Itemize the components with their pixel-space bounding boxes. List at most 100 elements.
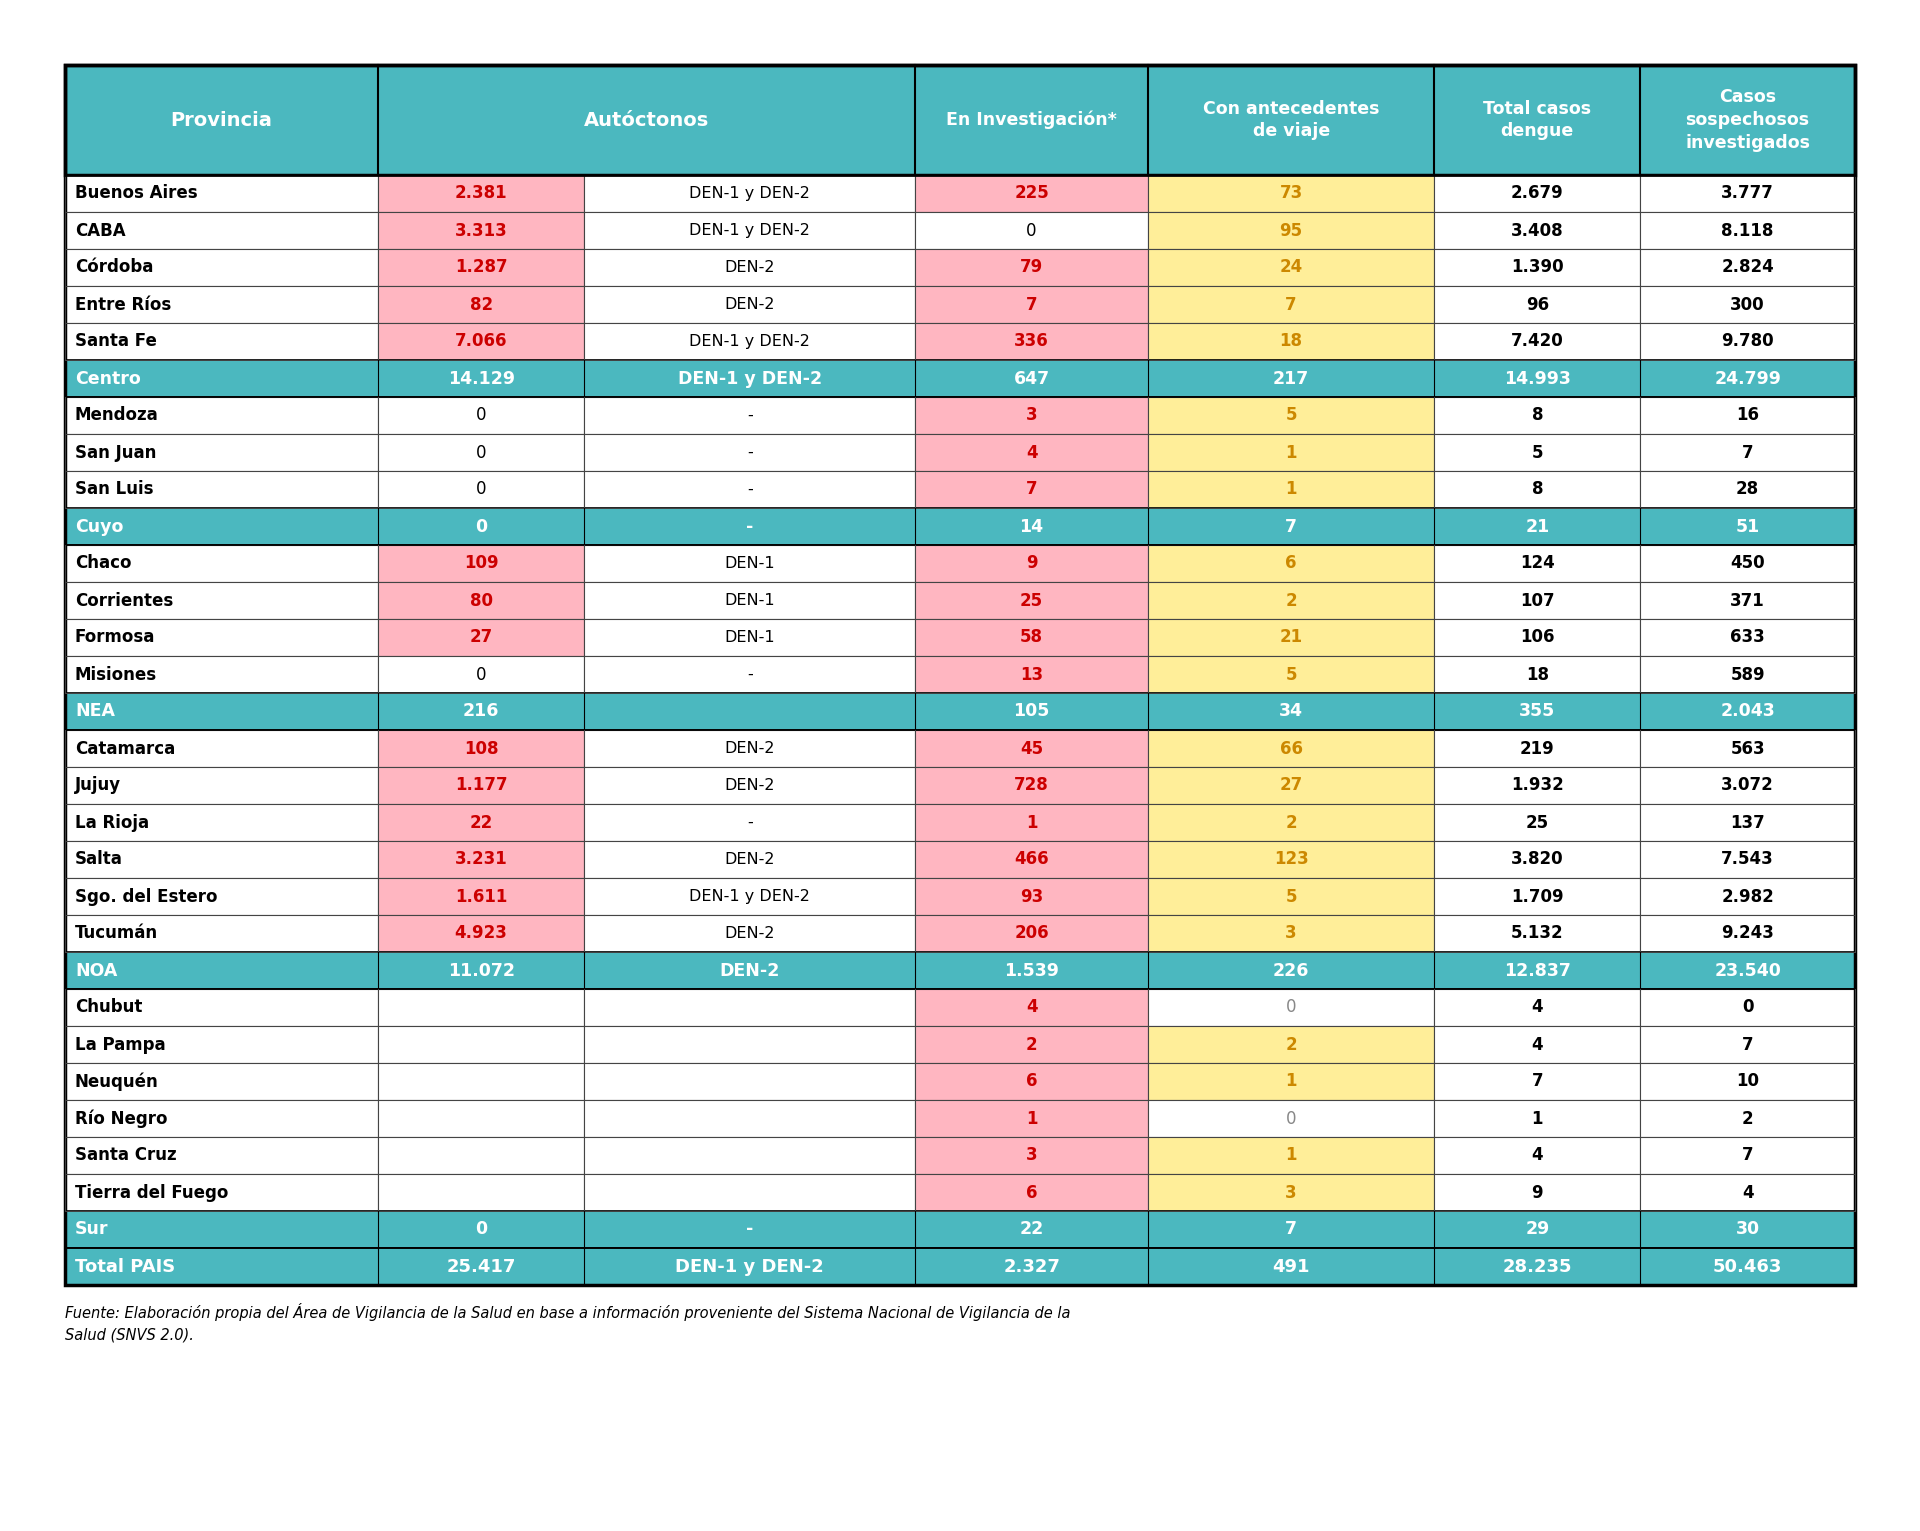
Bar [584, 545, 916, 582]
Text: 3.820: 3.820 [1511, 851, 1563, 868]
Bar [916, 1138, 1148, 1174]
Text: -: - [747, 668, 753, 681]
Bar [378, 989, 584, 1026]
Text: 466: 466 [1014, 851, 1048, 868]
Text: 4: 4 [1532, 1035, 1544, 1053]
Text: 563: 563 [1730, 739, 1764, 758]
Bar [1434, 250, 1640, 286]
Text: 1: 1 [1025, 1110, 1037, 1127]
Text: Con antecedentes
de viaje: Con antecedentes de viaje [1204, 100, 1379, 141]
Text: DEN-1: DEN-1 [724, 556, 776, 571]
Text: 25: 25 [1526, 813, 1549, 831]
Bar [1434, 397, 1640, 433]
Bar [65, 64, 1855, 175]
Text: 106: 106 [1521, 629, 1555, 646]
Text: CABA: CABA [75, 222, 125, 239]
Text: 2.327: 2.327 [1002, 1257, 1060, 1275]
Text: 2: 2 [1284, 591, 1298, 609]
Bar [65, 1138, 378, 1174]
Bar [584, 1174, 916, 1211]
Bar [1640, 1138, 1855, 1174]
Bar [378, 804, 584, 841]
Bar [1148, 767, 1434, 804]
Bar [1640, 804, 1855, 841]
Text: DEN-1 y DEN-2: DEN-1 y DEN-2 [689, 224, 810, 237]
Bar [916, 767, 1148, 804]
Bar [65, 804, 378, 841]
Bar [65, 582, 378, 619]
Bar [1434, 804, 1640, 841]
Bar [1148, 433, 1434, 472]
Text: DEN-2: DEN-2 [724, 741, 776, 756]
Bar [65, 1248, 1855, 1285]
Text: 107: 107 [1521, 591, 1555, 609]
Bar [1640, 1099, 1855, 1138]
Text: 1.287: 1.287 [455, 259, 507, 277]
Text: 80: 80 [470, 591, 493, 609]
Bar [1434, 1099, 1640, 1138]
Text: Jujuy: Jujuy [75, 776, 121, 795]
Text: Mendoza: Mendoza [75, 407, 159, 424]
Bar [65, 619, 378, 655]
Text: 1.539: 1.539 [1004, 961, 1060, 980]
Text: 11.072: 11.072 [447, 961, 515, 980]
Text: 95: 95 [1279, 222, 1302, 239]
Bar [584, 323, 916, 360]
Bar [1434, 582, 1640, 619]
Text: 6: 6 [1025, 1073, 1037, 1090]
Bar [916, 841, 1148, 877]
Text: Chubut: Chubut [75, 998, 142, 1017]
Text: 1: 1 [1284, 481, 1296, 499]
Bar [1434, 1138, 1640, 1174]
Text: 7: 7 [1284, 517, 1298, 536]
Text: -: - [747, 1220, 753, 1239]
Text: 24.799: 24.799 [1715, 369, 1782, 387]
Bar [378, 545, 584, 582]
Text: Cuyo: Cuyo [75, 517, 123, 536]
Text: 7: 7 [1284, 295, 1298, 314]
Text: 4: 4 [1532, 1147, 1544, 1165]
Text: 728: 728 [1014, 776, 1048, 795]
Text: Provincia: Provincia [171, 110, 273, 130]
Bar [65, 64, 1855, 175]
Text: 12.837: 12.837 [1503, 961, 1571, 980]
Bar [916, 1063, 1148, 1099]
Bar [65, 508, 1855, 545]
Bar [1148, 1099, 1434, 1138]
Text: 5: 5 [1284, 888, 1296, 905]
Text: 336: 336 [1014, 332, 1048, 351]
Text: 9: 9 [1025, 554, 1037, 573]
Bar [378, 1063, 584, 1099]
Text: 206: 206 [1014, 925, 1048, 943]
Text: 3: 3 [1025, 1147, 1037, 1165]
Text: 3.072: 3.072 [1720, 776, 1774, 795]
Text: 3: 3 [1025, 407, 1037, 424]
Text: La Pampa: La Pampa [75, 1035, 165, 1053]
Bar [1148, 655, 1434, 694]
Text: 10: 10 [1736, 1073, 1759, 1090]
Text: 25: 25 [1020, 591, 1043, 609]
Bar [1640, 211, 1855, 250]
Bar [584, 619, 916, 655]
Text: 7: 7 [1741, 1035, 1753, 1053]
Text: 219: 219 [1521, 739, 1555, 758]
Bar [378, 286, 584, 323]
Text: DEN-1 y DEN-2: DEN-1 y DEN-2 [689, 890, 810, 903]
Text: 225: 225 [1014, 185, 1048, 202]
Bar [1148, 286, 1434, 323]
Text: 96: 96 [1526, 295, 1549, 314]
Bar [1148, 1138, 1434, 1174]
Text: 371: 371 [1730, 591, 1764, 609]
Text: 3: 3 [1284, 925, 1298, 943]
Text: Fuente: Elaboración propia del Área de Vigilancia de la Salud en base a informac: Fuente: Elaboración propia del Área de V… [65, 1303, 1071, 1343]
Text: 0: 0 [476, 444, 486, 461]
Bar [378, 323, 584, 360]
Text: Total casos
dengue: Total casos dengue [1484, 100, 1592, 141]
Bar [916, 582, 1148, 619]
Bar [65, 250, 378, 286]
Text: Buenos Aires: Buenos Aires [75, 185, 198, 202]
Text: 73: 73 [1279, 185, 1304, 202]
Text: 2.824: 2.824 [1720, 259, 1774, 277]
Text: Córdoba: Córdoba [75, 259, 154, 277]
Text: 13: 13 [1020, 666, 1043, 683]
